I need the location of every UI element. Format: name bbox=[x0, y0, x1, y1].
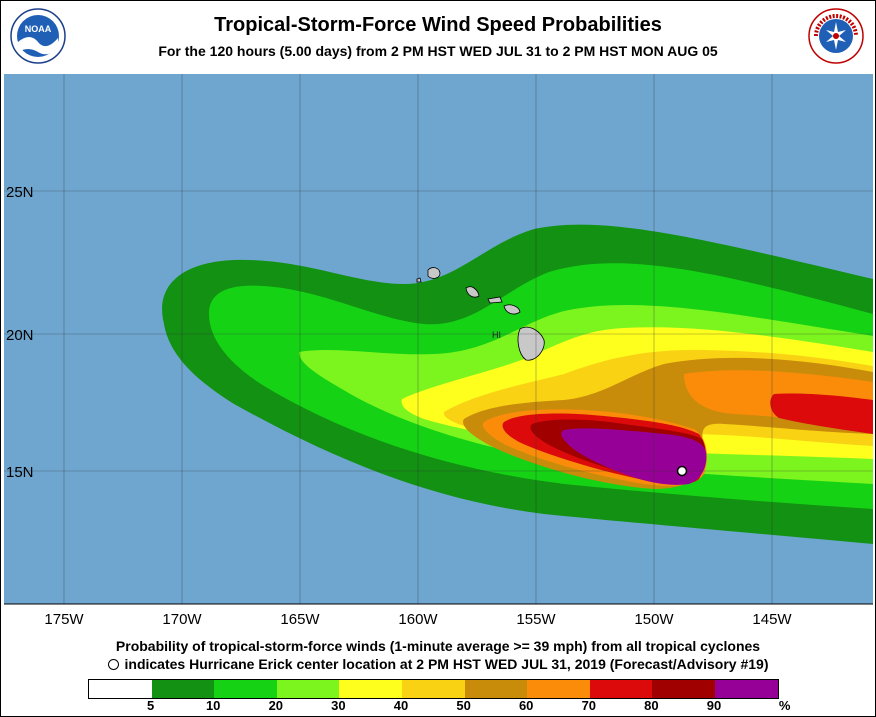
legend-swatch bbox=[589, 680, 653, 698]
legend-label: 30 bbox=[331, 698, 346, 713]
legend-label: 20 bbox=[268, 698, 284, 713]
legend-label: 50 bbox=[456, 698, 471, 713]
graticule bbox=[4, 74, 873, 604]
lon-label-145W: 145W bbox=[752, 611, 792, 628]
lon-label-160W: 160W bbox=[398, 611, 438, 628]
legend-label: 90 bbox=[706, 698, 722, 713]
probability-color-legend bbox=[88, 679, 779, 699]
map-area: HI 25N 20N 15N 175W 170W 165W 160W 155W 150W 145… bbox=[4, 74, 873, 632]
noaa-logo-icon: NOAA bbox=[10, 8, 66, 64]
footer-storm-note-text: indicates Hurricane Erick center locatio… bbox=[124, 656, 769, 672]
storm-center-legend-icon bbox=[107, 658, 119, 670]
lon-label-165W: 165W bbox=[280, 611, 320, 628]
niihau-island bbox=[416, 277, 422, 283]
oahu-island bbox=[465, 286, 480, 298]
big-island bbox=[517, 326, 545, 361]
legend-swatch bbox=[276, 680, 340, 698]
lat-label-15N: 15N bbox=[6, 464, 34, 481]
lat-label-20N: 20N bbox=[6, 327, 34, 344]
noaa-logo-text: NOAA bbox=[25, 24, 52, 34]
legend-swatch bbox=[527, 680, 590, 698]
lon-label-150W: 150W bbox=[634, 611, 674, 628]
island-label: HI bbox=[492, 330, 501, 340]
legend-swatch bbox=[714, 680, 778, 698]
legend-swatch bbox=[214, 680, 277, 698]
legend-swatch bbox=[652, 680, 715, 698]
legend-label: 70 bbox=[581, 698, 597, 713]
probability-map: HI 25N 20N 15N 175W 170W 165W 160W 155W 150W 145… bbox=[4, 74, 873, 632]
longitude-labels: 175W 170W 165W 160W 155W 150W 145W bbox=[44, 611, 792, 628]
lat-label-25N: 25N bbox=[6, 184, 34, 201]
page-subtitle: For the 120 hours (5.00 days) from 2 PM … bbox=[158, 43, 718, 59]
hawaiian-islands bbox=[416, 267, 545, 361]
legend-label: % bbox=[778, 698, 791, 713]
header: NOAA Tropical-Storm-Force Wind Speed Pro… bbox=[0, 0, 876, 74]
molokai-island bbox=[487, 296, 503, 304]
latitude-labels: 25N 20N 15N bbox=[6, 184, 34, 481]
footer-storm-note: indicates Hurricane Erick center locatio… bbox=[0, 656, 876, 672]
lon-label-170W: 170W bbox=[162, 611, 202, 628]
legend-swatch bbox=[151, 680, 215, 698]
legend-label: 40 bbox=[393, 698, 409, 713]
storm-center-circle-icon bbox=[676, 465, 688, 477]
lon-label-175W: 175W bbox=[44, 611, 84, 628]
legend-label: 5 bbox=[146, 698, 155, 713]
legend-swatch bbox=[89, 680, 152, 698]
legend-swatch bbox=[339, 680, 402, 698]
page-title: Tropical-Storm-Force Wind Speed Probabil… bbox=[214, 14, 662, 36]
kauai-island bbox=[427, 267, 441, 279]
legend-swatch bbox=[401, 680, 465, 698]
legend-label: 10 bbox=[205, 698, 221, 713]
legend-label: 80 bbox=[644, 698, 659, 713]
footer-description: Probability of tropical-storm-force wind… bbox=[115, 638, 761, 654]
lon-label-155W: 155W bbox=[516, 611, 556, 628]
legend-swatch bbox=[464, 680, 528, 698]
legend-labels: 5 10 20 30 40 50 60 70 80 90% bbox=[0, 698, 876, 714]
maui-island bbox=[503, 304, 521, 315]
legend-label: 60 bbox=[518, 698, 534, 713]
nws-logo-icon bbox=[808, 8, 864, 64]
